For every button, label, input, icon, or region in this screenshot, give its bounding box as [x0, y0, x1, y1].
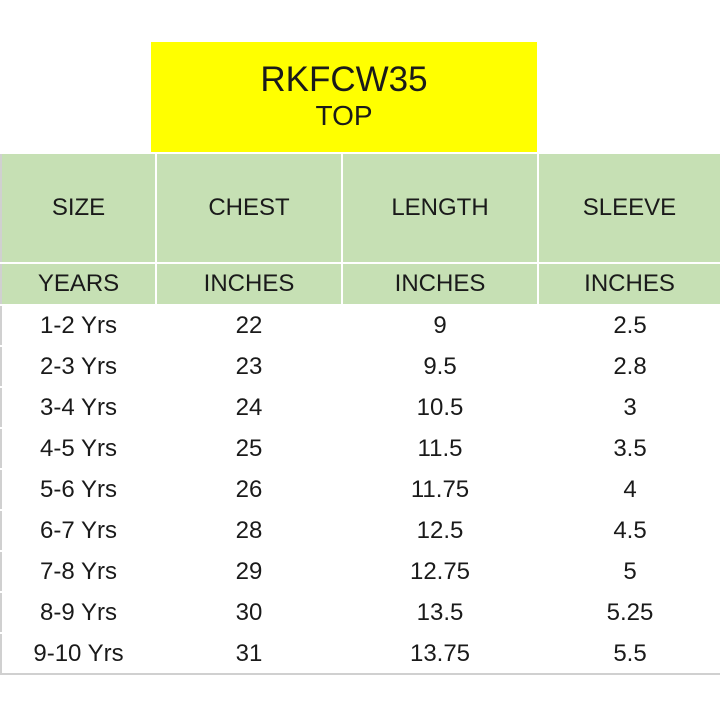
unit-chest: INCHES	[155, 262, 343, 306]
header-sleeve: SLEEVE	[537, 152, 720, 264]
chest-cell: 29	[155, 550, 343, 593]
table-row: 5-6 Yrs 26 11.75 4	[0, 468, 720, 511]
length-cell: 11.75	[341, 468, 539, 511]
table-row: 4-5 Yrs 25 11.5 3.5	[0, 427, 720, 470]
size-cell: 7-8 Yrs	[0, 550, 157, 593]
length-cell: 13.75	[341, 632, 539, 675]
length-cell: 10.5	[341, 386, 539, 429]
size-cell: 5-6 Yrs	[0, 468, 157, 511]
table-row: 7-8 Yrs 29 12.75 5	[0, 550, 720, 593]
chest-cell: 26	[155, 468, 343, 511]
product-title-box: RKFCW35 TOP	[151, 42, 537, 152]
size-cell: 3-4 Yrs	[0, 386, 157, 429]
size-cell: 4-5 Yrs	[0, 427, 157, 470]
chest-cell: 28	[155, 509, 343, 552]
chest-cell: 22	[155, 304, 343, 347]
product-code: RKFCW35	[260, 60, 428, 99]
unit-sleeve: INCHES	[537, 262, 720, 306]
length-cell: 9	[341, 304, 539, 347]
size-cell: 6-7 Yrs	[0, 509, 157, 552]
sleeve-cell: 3	[537, 386, 720, 429]
size-cell: 2-3 Yrs	[0, 345, 157, 388]
chest-cell: 30	[155, 591, 343, 634]
chest-cell: 25	[155, 427, 343, 470]
sleeve-cell: 4	[537, 468, 720, 511]
chest-cell: 31	[155, 632, 343, 675]
sleeve-cell: 2.8	[537, 345, 720, 388]
length-cell: 13.5	[341, 591, 539, 634]
sleeve-cell: 3.5	[537, 427, 720, 470]
unit-length: INCHES	[341, 262, 539, 306]
length-cell: 9.5	[341, 345, 539, 388]
size-cell: 9-10 Yrs	[0, 632, 157, 675]
sleeve-cell: 5.25	[537, 591, 720, 634]
chest-cell: 24	[155, 386, 343, 429]
table-row: 8-9 Yrs 30 13.5 5.25	[0, 591, 720, 634]
size-cell: 1-2 Yrs	[0, 304, 157, 347]
table-row: 2-3 Yrs 23 9.5 2.8	[0, 345, 720, 388]
size-cell: 8-9 Yrs	[0, 591, 157, 634]
length-cell: 12.5	[341, 509, 539, 552]
sleeve-cell: 5.5	[537, 632, 720, 675]
header-length: LENGTH	[341, 152, 539, 264]
table-row: 6-7 Yrs 28 12.5 4.5	[0, 509, 720, 552]
length-cell: 11.5	[341, 427, 539, 470]
product-subtitle: TOP	[315, 100, 373, 131]
table-row: 3-4 Yrs 24 10.5 3	[0, 386, 720, 429]
sleeve-cell: 2.5	[537, 304, 720, 347]
sleeve-cell: 4.5	[537, 509, 720, 552]
header-chest: CHEST	[155, 152, 343, 264]
size-chart-table: SIZE CHEST LENGTH SLEEVE YEARS INCHES IN…	[0, 152, 720, 675]
unit-size: YEARS	[0, 262, 157, 306]
chest-cell: 23	[155, 345, 343, 388]
table-row: 1-2 Yrs 22 9 2.5	[0, 304, 720, 347]
header-size: SIZE	[0, 152, 157, 264]
units-row: YEARS INCHES INCHES INCHES	[0, 262, 720, 306]
sleeve-cell: 5	[537, 550, 720, 593]
header-row: SIZE CHEST LENGTH SLEEVE	[0, 152, 720, 264]
table-row: 9-10 Yrs 31 13.75 5.5	[0, 632, 720, 675]
length-cell: 12.75	[341, 550, 539, 593]
